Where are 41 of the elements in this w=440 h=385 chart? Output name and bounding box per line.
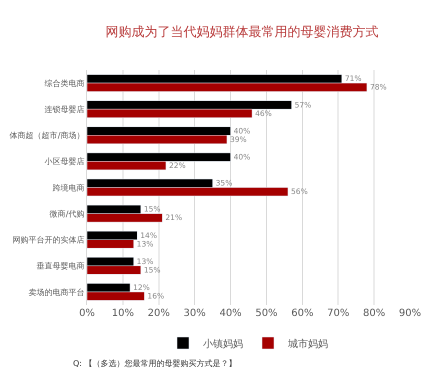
data-label: 78% (370, 82, 387, 92)
data-label: 15% (144, 204, 161, 214)
data-label: 56% (290, 187, 308, 196)
legend-label: 城市妈妈 (287, 338, 328, 350)
y-tick-label: 网购平台开的实体店 (12, 236, 84, 245)
x-tick-label: 40% (219, 308, 242, 319)
data-label: 12% (133, 283, 150, 292)
data-label: 13% (136, 239, 154, 248)
data-label: 40% (234, 126, 250, 136)
y-tick-label: 小区母婴店 (44, 157, 84, 166)
x-tick-label: 10% (112, 308, 134, 319)
chart-title: 网购成为了当代妈妈群体最常用的母婴消费方式 (106, 24, 378, 40)
data-label: 22% (168, 160, 186, 170)
data-label: 39% (230, 134, 247, 144)
y-tick-label: 垂直母婴电商 (36, 262, 84, 271)
y-tick-label: 跨境电商 (52, 183, 84, 192)
data-label: 40% (234, 152, 250, 162)
x-tick-label: 30% (184, 308, 206, 319)
x-tick-label: 0% (79, 308, 95, 319)
data-label: 71% (344, 74, 362, 84)
legend-label: 小镇妈妈 (203, 338, 243, 350)
y-tick-label: 连锁母婴店 (44, 104, 84, 114)
y-tick-label: 微商/代购 (50, 209, 84, 218)
x-tick-label: 20% (148, 308, 170, 319)
y-tick-label: 卖场的电商平台 (28, 288, 84, 297)
data-label: 16% (147, 292, 164, 301)
data-label: 46% (255, 108, 272, 118)
data-label: 13% (136, 256, 154, 266)
data-label: 14% (140, 230, 157, 240)
x-tick-label: 80% (362, 308, 386, 319)
data-label: 57% (294, 100, 312, 110)
data-label: 15% (144, 265, 161, 274)
y-tick-label: 综合类电商 (44, 78, 84, 88)
x-tick-label: 50% (255, 308, 278, 319)
y-tick-label: 体商超（超市/商场） (10, 131, 84, 140)
data-label: 21% (165, 213, 182, 222)
x-tick-label: 70% (327, 308, 350, 319)
x-tick-label: 60% (291, 308, 314, 319)
data-label: 35% (216, 178, 232, 188)
x-tick-label: 90% (398, 308, 422, 319)
text: Q: 【（多选）您最常用的母婴购买方式是？】 (73, 359, 237, 368)
